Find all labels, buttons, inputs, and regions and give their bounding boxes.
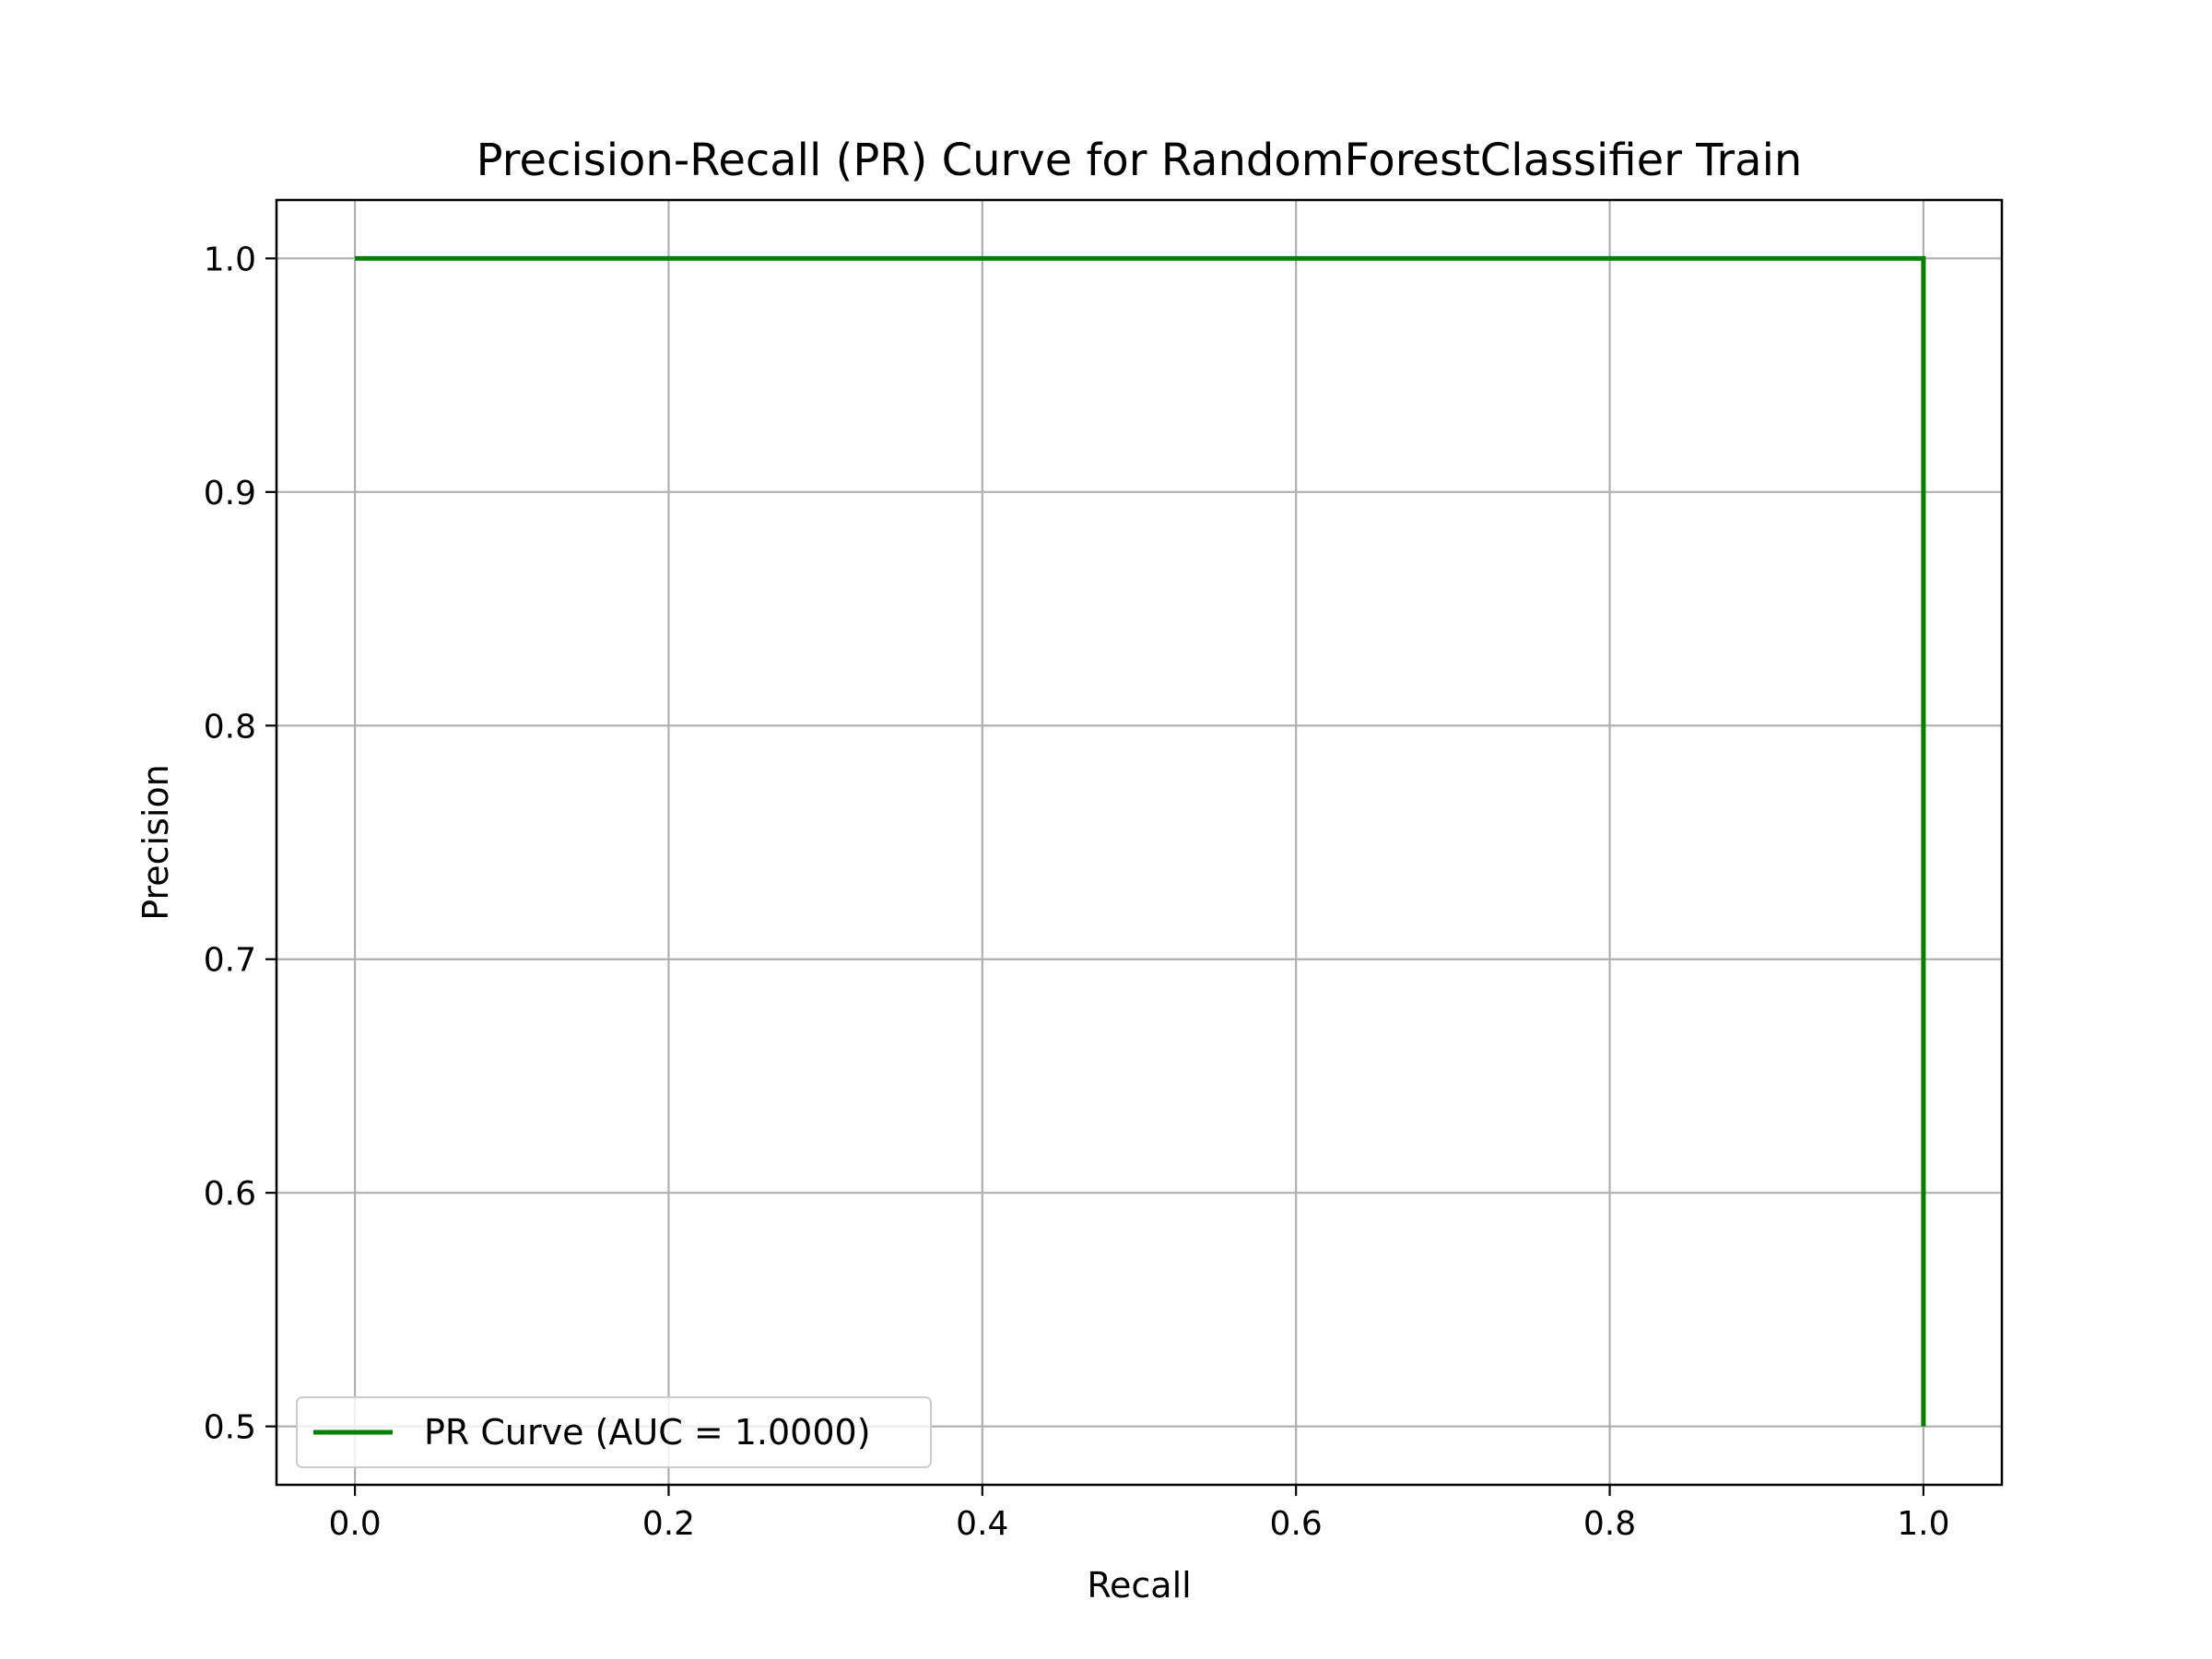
y-tick-label: 1.0	[204, 241, 256, 278]
y-tick-label: 0.5	[204, 1409, 256, 1447]
plot-lines	[355, 255, 1926, 1427]
x-tick-label: 0.0	[328, 1505, 381, 1543]
x-tick-label: 0.4	[956, 1505, 1008, 1543]
y-tick-label: 0.9	[204, 475, 256, 512]
x-axis-label: Recall	[1087, 1565, 1191, 1606]
grid	[276, 200, 2002, 1485]
legend-box	[296, 1396, 932, 1468]
y-tick-label: 0.8	[204, 708, 256, 746]
x-tick-label: 0.2	[642, 1505, 695, 1543]
x-tick-label: 0.8	[1583, 1505, 1636, 1543]
y-axis-label: Precision	[135, 764, 176, 921]
ticks: 0.0 0.2 0.4 0.6 0.8 1.0 0.5 0.6 0.7 0.8 0.9 1.0	[204, 241, 1950, 1543]
legend: PR Curve (AUC = 1.0000)	[296, 1396, 932, 1468]
y-tick-label: 0.7	[204, 942, 256, 980]
x-tick-label: 1.0	[1897, 1505, 1949, 1543]
x-tick-label: 0.6	[1270, 1505, 1323, 1543]
pr-curve-line	[355, 255, 1926, 1427]
y-tick-label: 0.6	[204, 1175, 256, 1213]
chart-title: Precision-Recall (PR) Curve for RandomFo…	[477, 135, 1803, 186]
legend-label: PR Curve (AUC = 1.0000)	[424, 1412, 871, 1453]
axes-frame	[275, 198, 2004, 1487]
